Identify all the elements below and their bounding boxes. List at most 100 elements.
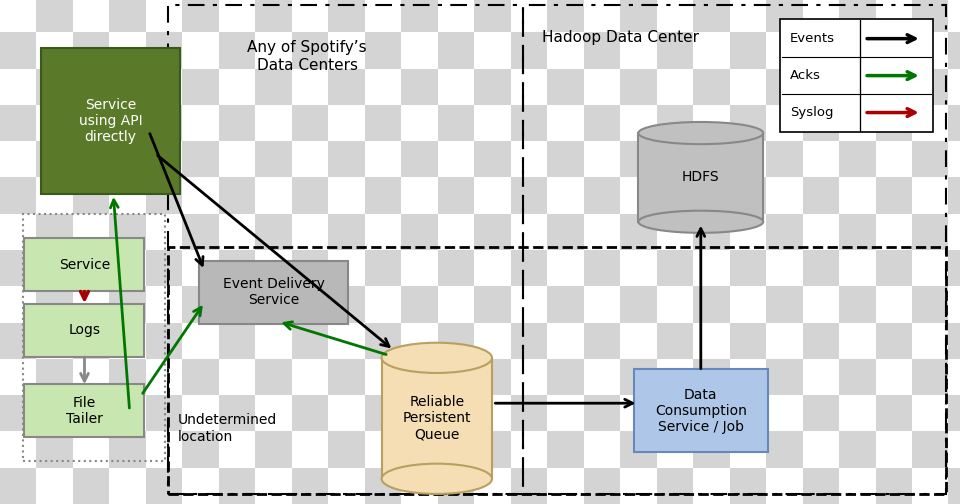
- Bar: [36, 468, 73, 504]
- Bar: [474, 214, 511, 250]
- Bar: [73, 431, 109, 468]
- Bar: [620, 69, 657, 105]
- Bar: [730, 69, 766, 105]
- Bar: [219, 468, 255, 504]
- Bar: [182, 177, 219, 214]
- Bar: [292, 359, 328, 395]
- Bar: [292, 0, 328, 32]
- Bar: [693, 32, 730, 69]
- Bar: [401, 214, 438, 250]
- Bar: [109, 69, 146, 105]
- FancyBboxPatch shape: [634, 369, 768, 453]
- Bar: [182, 141, 219, 177]
- Bar: [73, 323, 109, 359]
- Bar: [365, 0, 401, 32]
- Bar: [803, 323, 839, 359]
- Bar: [365, 323, 401, 359]
- Bar: [511, 177, 547, 214]
- Bar: [803, 141, 839, 177]
- Bar: [912, 0, 948, 32]
- Bar: [876, 69, 912, 105]
- Bar: [168, 247, 946, 494]
- Text: Any of Spotify’s
Data Centers: Any of Spotify’s Data Centers: [248, 40, 367, 73]
- Bar: [109, 214, 146, 250]
- Bar: [146, 32, 182, 69]
- Bar: [0, 359, 36, 395]
- Bar: [146, 468, 182, 504]
- Bar: [365, 250, 401, 286]
- Bar: [109, 177, 146, 214]
- Bar: [511, 250, 547, 286]
- Bar: [620, 468, 657, 504]
- Bar: [438, 105, 474, 141]
- Bar: [0, 250, 36, 286]
- Bar: [401, 431, 438, 468]
- Bar: [474, 141, 511, 177]
- Bar: [292, 250, 328, 286]
- Bar: [730, 431, 766, 468]
- Bar: [803, 250, 839, 286]
- Bar: [803, 32, 839, 69]
- Bar: [146, 0, 182, 32]
- Bar: [328, 395, 365, 431]
- Bar: [876, 177, 912, 214]
- Bar: [146, 105, 182, 141]
- Ellipse shape: [638, 211, 763, 233]
- Bar: [365, 286, 401, 323]
- Bar: [255, 141, 292, 177]
- Bar: [182, 32, 219, 69]
- Bar: [912, 32, 948, 69]
- Bar: [255, 250, 292, 286]
- Bar: [292, 286, 328, 323]
- Bar: [620, 323, 657, 359]
- Bar: [182, 214, 219, 250]
- Bar: [511, 214, 547, 250]
- Bar: [255, 468, 292, 504]
- Bar: [584, 468, 620, 504]
- Bar: [803, 69, 839, 105]
- Bar: [766, 286, 803, 323]
- Bar: [730, 105, 766, 141]
- Bar: [948, 214, 960, 250]
- Bar: [547, 214, 584, 250]
- Text: Data
Consumption
Service / Job: Data Consumption Service / Job: [655, 388, 747, 434]
- Bar: [219, 395, 255, 431]
- Bar: [657, 431, 693, 468]
- Bar: [328, 468, 365, 504]
- Bar: [876, 32, 912, 69]
- Bar: [876, 214, 912, 250]
- Bar: [766, 32, 803, 69]
- Bar: [657, 395, 693, 431]
- Text: Events: Events: [790, 32, 835, 45]
- Bar: [839, 395, 876, 431]
- Bar: [912, 323, 948, 359]
- Bar: [474, 32, 511, 69]
- Bar: [219, 286, 255, 323]
- Bar: [912, 468, 948, 504]
- Bar: [948, 32, 960, 69]
- Bar: [109, 395, 146, 431]
- Text: File
Tailer: File Tailer: [66, 396, 103, 426]
- Bar: [0, 468, 36, 504]
- Bar: [36, 32, 73, 69]
- Bar: [948, 395, 960, 431]
- Bar: [730, 395, 766, 431]
- Bar: [292, 141, 328, 177]
- Bar: [0, 286, 36, 323]
- Bar: [547, 141, 584, 177]
- Bar: [730, 250, 766, 286]
- Bar: [401, 359, 438, 395]
- Bar: [948, 69, 960, 105]
- Bar: [474, 69, 511, 105]
- Bar: [365, 177, 401, 214]
- Bar: [182, 69, 219, 105]
- Text: Hadoop Data Center: Hadoop Data Center: [542, 30, 700, 45]
- Bar: [328, 323, 365, 359]
- Bar: [36, 105, 73, 141]
- Bar: [730, 468, 766, 504]
- Bar: [109, 141, 146, 177]
- Bar: [401, 395, 438, 431]
- Bar: [511, 395, 547, 431]
- Bar: [693, 250, 730, 286]
- Bar: [292, 395, 328, 431]
